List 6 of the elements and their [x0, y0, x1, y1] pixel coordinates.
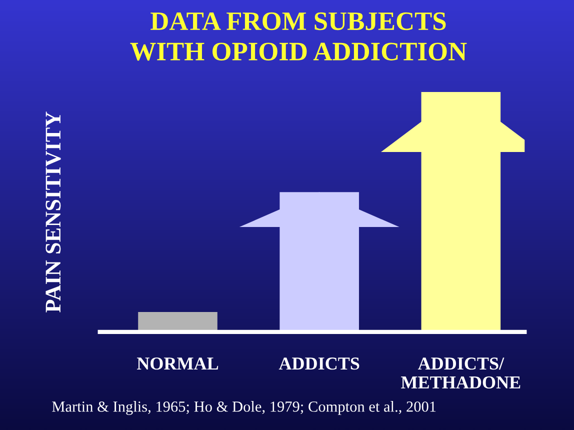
text: Martin & Inglis, 1965; Ho & Dole, 1979; Compton et al., 2001: [52, 401, 436, 415]
chart-title: DATA FROM SUBJECTS WITH OPIOID ADDICTION: [130, 12, 467, 61]
x-tick-label: ADDICTS: [278, 358, 360, 370]
x-tick-label: NORMAL: [136, 358, 218, 370]
x-tick-label: ADDICTS/ METHADONE: [401, 358, 520, 389]
y-axis-title: PAIN SENSITIVITY: [46, 112, 61, 312]
